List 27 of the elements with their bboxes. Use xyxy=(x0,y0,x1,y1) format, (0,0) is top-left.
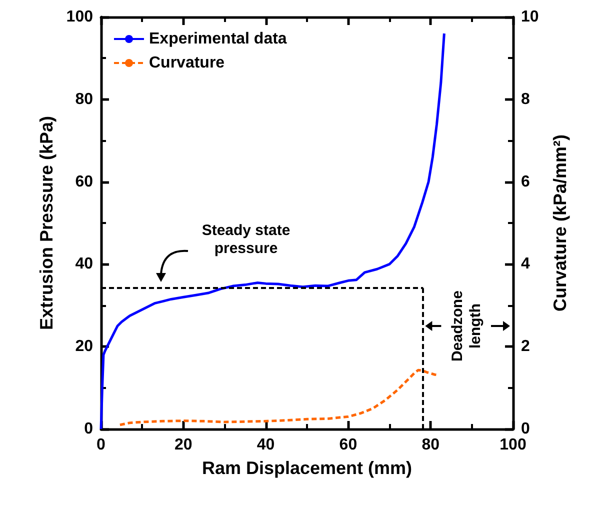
x-tick-label: 40 xyxy=(256,436,275,454)
y2-tick-label: 8 xyxy=(521,90,530,108)
y2-tick-label: 4 xyxy=(521,256,530,273)
y2-tick-label: 10 xyxy=(521,8,539,26)
x-tick-label: 100 xyxy=(500,436,526,454)
legend-label: Experimental data xyxy=(149,30,287,48)
x-axis-title: Ram Displacement (mm) xyxy=(202,458,412,478)
legend-label: Curvature xyxy=(149,54,225,72)
y2-axis-title: Curvature (kPa/mm²) xyxy=(550,134,570,312)
y-tick-label: 20 xyxy=(75,338,94,356)
y-tick-label: 80 xyxy=(75,90,94,108)
x-tick-label: 0 xyxy=(96,436,106,454)
annotation: Steady state pressure xyxy=(200,222,292,258)
y2-tick-label: 2 xyxy=(521,338,530,356)
line-series xyxy=(118,368,440,426)
y-tick-label: 100 xyxy=(66,8,94,26)
y-tick-label: 40 xyxy=(75,256,94,273)
x-tick-label: 60 xyxy=(339,436,358,454)
y-tick-label: 0 xyxy=(84,420,94,438)
x-tick-label: 80 xyxy=(422,436,440,454)
annotation: Deadzone length xyxy=(449,290,486,364)
y-tick-label: 60 xyxy=(75,173,94,190)
x-tick-label: 20 xyxy=(174,436,192,454)
y2-tick-label: 0 xyxy=(521,420,530,438)
line-series xyxy=(100,32,446,430)
y-axis-title: Extrusion Pressure (kPa) xyxy=(36,116,56,330)
y2-tick-label: 6 xyxy=(521,173,530,190)
